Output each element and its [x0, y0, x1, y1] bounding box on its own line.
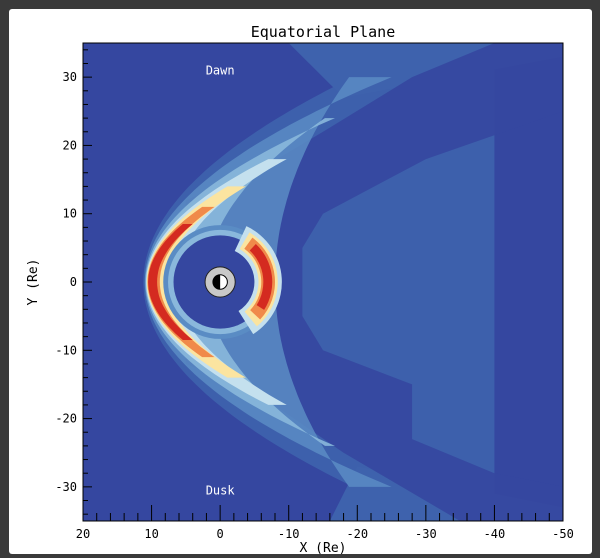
field-contours: [143, 43, 563, 521]
y-tick-label: 10: [63, 207, 77, 221]
x-tick-label: -10: [278, 527, 300, 541]
y-tick-label: -20: [55, 412, 77, 426]
y-axis: 30 20 10 0 -10 -20 -30: [55, 49, 92, 515]
chart-svg: Equatorial Plane 20 10 0 -10 -20 -30 -40 -50 30…: [26, 23, 574, 554]
x-tick-label: -50: [552, 527, 574, 541]
y-tick-label: -10: [55, 343, 77, 357]
y-tick-label: 20: [63, 138, 77, 152]
y-tick-label: 30: [63, 70, 77, 84]
annotation-dawn: Dawn: [206, 63, 235, 77]
x-axis: 20 10 0 -10 -20 -30 -40 -50: [76, 505, 574, 541]
x-tick-label: 0: [217, 527, 224, 541]
y-tick-label: -30: [55, 480, 77, 494]
annotation-dusk: Dusk: [206, 483, 236, 497]
bow-shock-red: [148, 224, 193, 340]
earth-night-side: [212, 274, 221, 290]
ring-red: [249, 244, 273, 310]
y-tick-label: 0: [70, 275, 77, 289]
figure-frame: Equatorial Plane 20 10 0 -10 -20 -30 -40 -50 30…: [9, 9, 592, 554]
x-tick-label: 20: [76, 527, 90, 541]
x-tick-label: 10: [144, 527, 158, 541]
x-tick-label: -30: [415, 527, 437, 541]
x-axis-label: X (Re): [300, 541, 347, 554]
plot-area: 20 10 0 -10 -20 -30 -40 -50 30 20 10 0 -10 -20 -30 Da…: [55, 42, 574, 541]
x-tick-label: -40: [484, 527, 506, 541]
x-tick-label: -20: [346, 527, 368, 541]
chart-title: Equatorial Plane: [251, 23, 396, 41]
y-axis-label: Y (Re): [26, 259, 41, 306]
annotations: Dawn Dusk: [206, 63, 236, 497]
